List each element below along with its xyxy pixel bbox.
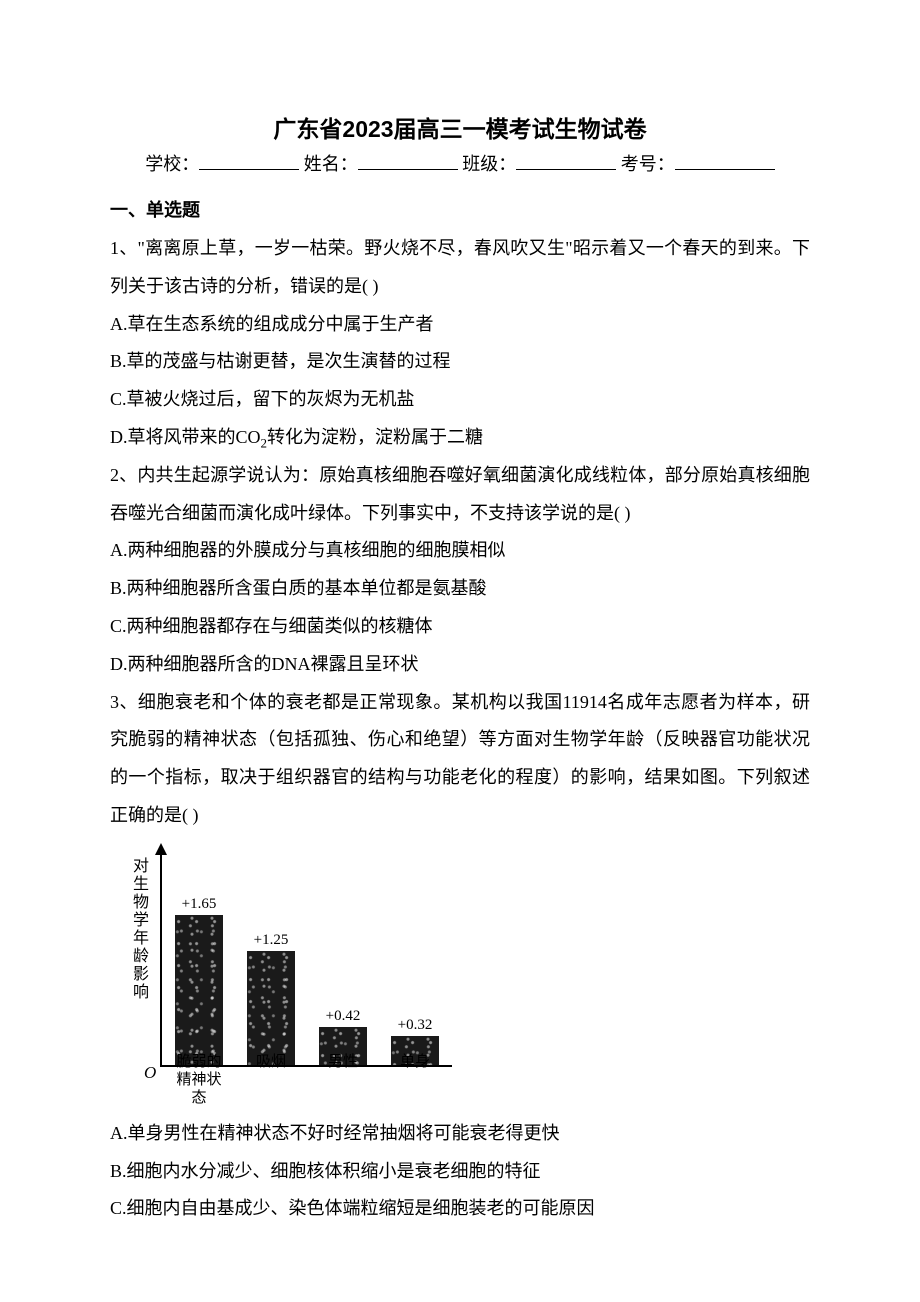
name-blank[interactable] [358, 150, 458, 170]
q1-option-c: C.草被火烧过后，留下的灰烬为无机盐 [110, 381, 810, 419]
class-blank[interactable] [516, 150, 616, 170]
q1-option-b: B.草的茂盛与枯谢更替，是次生演替的过程 [110, 343, 810, 381]
q3-option-c: C.细胞内自由基成少、染色体端粒缩短是细胞装老的可能原因 [110, 1190, 810, 1228]
q3-option-a: A.单身男性在精神状态不好时经常抽烟将可能衰老得更快 [110, 1115, 810, 1153]
origin-label: O [144, 1063, 156, 1083]
name-label: 姓名： [304, 154, 358, 174]
x-label-0: 脆弱的 精神状态 [172, 1053, 226, 1107]
q1-d-pre: D.草将风带来的CO [110, 427, 261, 447]
y-axis-line [160, 847, 162, 1067]
q2-option-c: C.两种细胞器都存在与细菌类似的核糖体 [110, 608, 810, 646]
x-label-1: 吸烟 [244, 1053, 298, 1107]
bar-0 [175, 915, 223, 1065]
school-blank[interactable] [199, 150, 299, 170]
bars-area: +1.65 +1.25 +0.42 +0.32 [172, 885, 452, 1065]
bar-group-1: +1.25 [244, 932, 298, 1065]
page-title: 广东省2023届高三一模考试生物试卷 [110, 110, 810, 144]
bar-value-0: +1.65 [182, 896, 217, 913]
bar-value-3: +0.32 [398, 1017, 433, 1034]
x-label-3: 单身 [388, 1053, 442, 1107]
q3-option-b: B.细胞内水分减少、细胞核体积缩小是衰老细胞的特征 [110, 1153, 810, 1191]
q2-option-a: A.两种细胞器的外膜成分与真核细胞的细胞膜相似 [110, 532, 810, 570]
q3-chart: 对生物学年龄影响 O +1.65 +1.25 +0.42 +0.32 脆 [122, 847, 810, 1107]
x-labels-row: 脆弱的 精神状态 吸烟 男性 单身 [172, 1053, 452, 1107]
class-label: 班级： [462, 154, 516, 174]
q1-option-a: A.草在生态系统的组成成分中属于生产者 [110, 306, 810, 344]
student-info-line: 学校： 姓名： 班级： 考号： [110, 150, 810, 176]
section-header: 一、单选题 [110, 196, 810, 222]
q2-option-d: D.两种细胞器所含的DNA裸露且呈环状 [110, 646, 810, 684]
q1-option-d: D.草将风带来的CO2转化为淀粉，淀粉属于二糖 [110, 419, 810, 457]
bar-chart: 对生物学年龄影响 O +1.65 +1.25 +0.42 +0.32 脆 [122, 847, 452, 1107]
examno-label: 考号： [621, 154, 675, 174]
examno-blank[interactable] [675, 150, 775, 170]
x-label-2: 男性 [316, 1053, 370, 1107]
q2-stem: 2、内共生起源学说认为：原始真核细胞吞噬好氧细菌演化成线粒体，部分原始真核细胞吞… [110, 457, 810, 533]
bar-value-2: +0.42 [326, 1008, 361, 1025]
q1-stem: 1、"离离原上草，一岁一枯荣。野火烧不尽，春风吹又生"昭示着又一个春天的到来。下… [110, 230, 810, 306]
school-label: 学校： [145, 154, 199, 174]
q3-stem: 3、细胞衰老和个体的衰老都是正常现象。某机构以我国11914名成年志愿者为样本，… [110, 684, 810, 835]
bar-group-0: +1.65 [172, 896, 226, 1065]
bar-1 [247, 951, 295, 1065]
y-axis-label: 对生物学年龄影响 [126, 857, 150, 1001]
bar-value-1: +1.25 [254, 932, 289, 949]
q1-d-post: 转化为淀粉，淀粉属于二糖 [267, 427, 483, 447]
q2-option-b: B.两种细胞器所含蛋白质的基本单位都是氨基酸 [110, 570, 810, 608]
